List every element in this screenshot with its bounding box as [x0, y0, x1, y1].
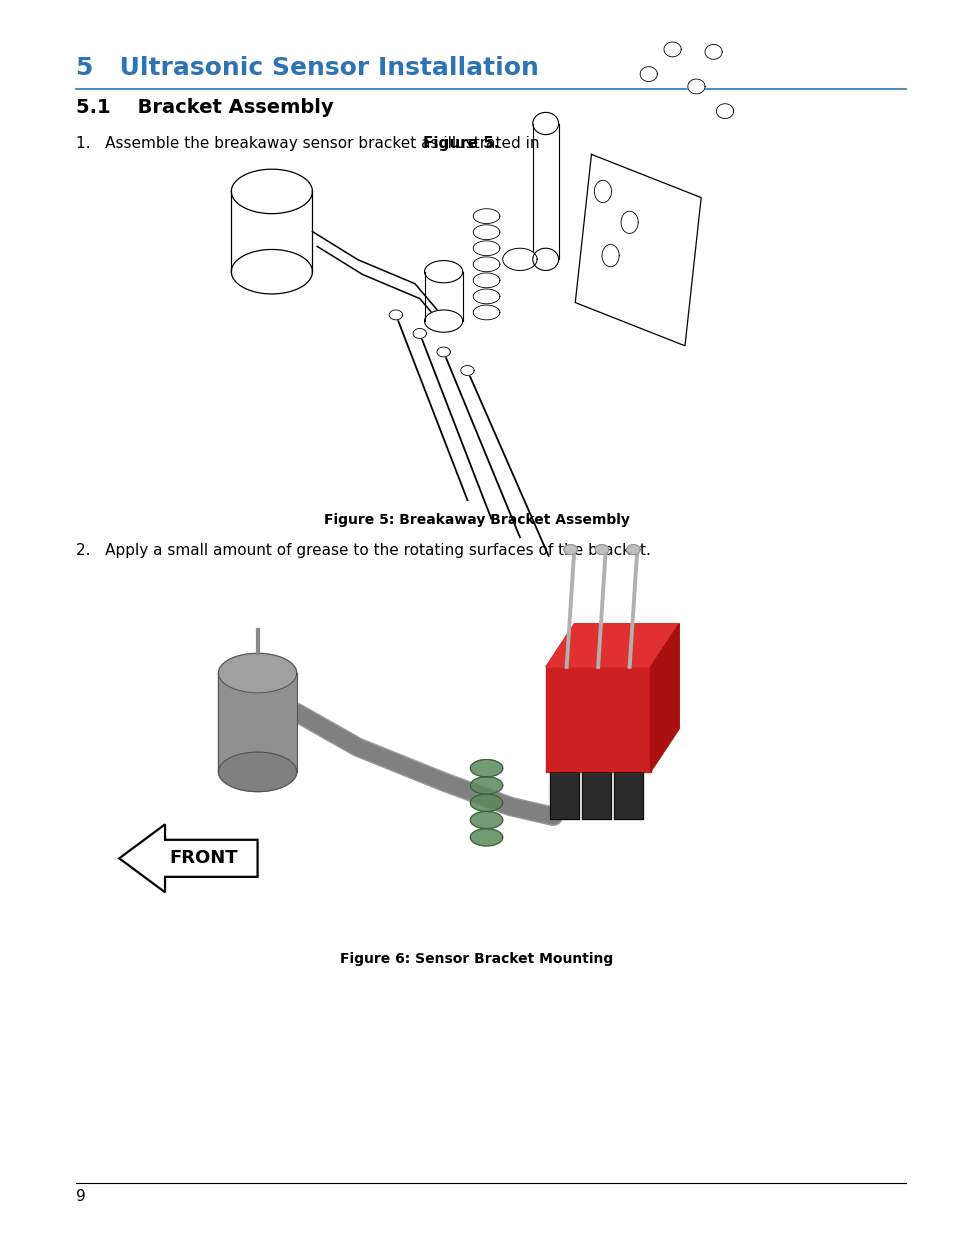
Text: Figure 5: Breakaway Bracket Assembly: Figure 5: Breakaway Bracket Assembly [324, 514, 629, 527]
Polygon shape [470, 829, 502, 846]
Polygon shape [424, 261, 462, 283]
Polygon shape [595, 545, 608, 555]
Text: 2.   Apply a small amount of grease to the rotating surfaces of the bracket.: 2. Apply a small amount of grease to the… [76, 543, 651, 558]
Text: 1.   Assemble the breakaway sensor bracket as illustrated in: 1. Assemble the breakaway sensor bracket… [76, 136, 544, 151]
Polygon shape [218, 653, 296, 693]
Polygon shape [218, 673, 296, 772]
Polygon shape [550, 772, 578, 819]
Text: 9: 9 [76, 1189, 86, 1204]
Polygon shape [424, 310, 462, 332]
FancyArrow shape [119, 825, 257, 892]
Polygon shape [563, 545, 577, 555]
Polygon shape [663, 42, 680, 57]
Polygon shape [581, 772, 610, 819]
Polygon shape [545, 624, 679, 667]
Polygon shape [232, 249, 312, 294]
Polygon shape [470, 777, 502, 794]
Polygon shape [704, 44, 721, 59]
Polygon shape [594, 180, 611, 203]
Polygon shape [218, 752, 296, 792]
Polygon shape [460, 366, 474, 375]
Text: Figure 5.: Figure 5. [422, 136, 498, 151]
Polygon shape [470, 760, 502, 777]
Polygon shape [533, 112, 558, 135]
Polygon shape [614, 772, 642, 819]
Text: FRONT: FRONT [169, 850, 237, 867]
Polygon shape [232, 169, 312, 214]
Polygon shape [601, 245, 618, 267]
Polygon shape [533, 248, 558, 270]
Bar [545, 667, 650, 772]
Polygon shape [413, 329, 426, 338]
Polygon shape [389, 310, 402, 320]
Polygon shape [716, 104, 733, 119]
Text: Figure 6: Sensor Bracket Mounting: Figure 6: Sensor Bracket Mounting [340, 952, 613, 966]
Polygon shape [639, 67, 657, 82]
Text: 5   Ultrasonic Sensor Installation: 5 Ultrasonic Sensor Installation [76, 57, 538, 80]
Polygon shape [620, 211, 638, 233]
Polygon shape [650, 624, 679, 772]
Polygon shape [575, 154, 700, 346]
Polygon shape [470, 794, 502, 811]
Polygon shape [436, 347, 450, 357]
Polygon shape [687, 79, 704, 94]
Text: 5.1    Bracket Assembly: 5.1 Bracket Assembly [76, 99, 334, 117]
Polygon shape [470, 811, 502, 829]
Polygon shape [626, 545, 639, 555]
Polygon shape [502, 248, 537, 270]
